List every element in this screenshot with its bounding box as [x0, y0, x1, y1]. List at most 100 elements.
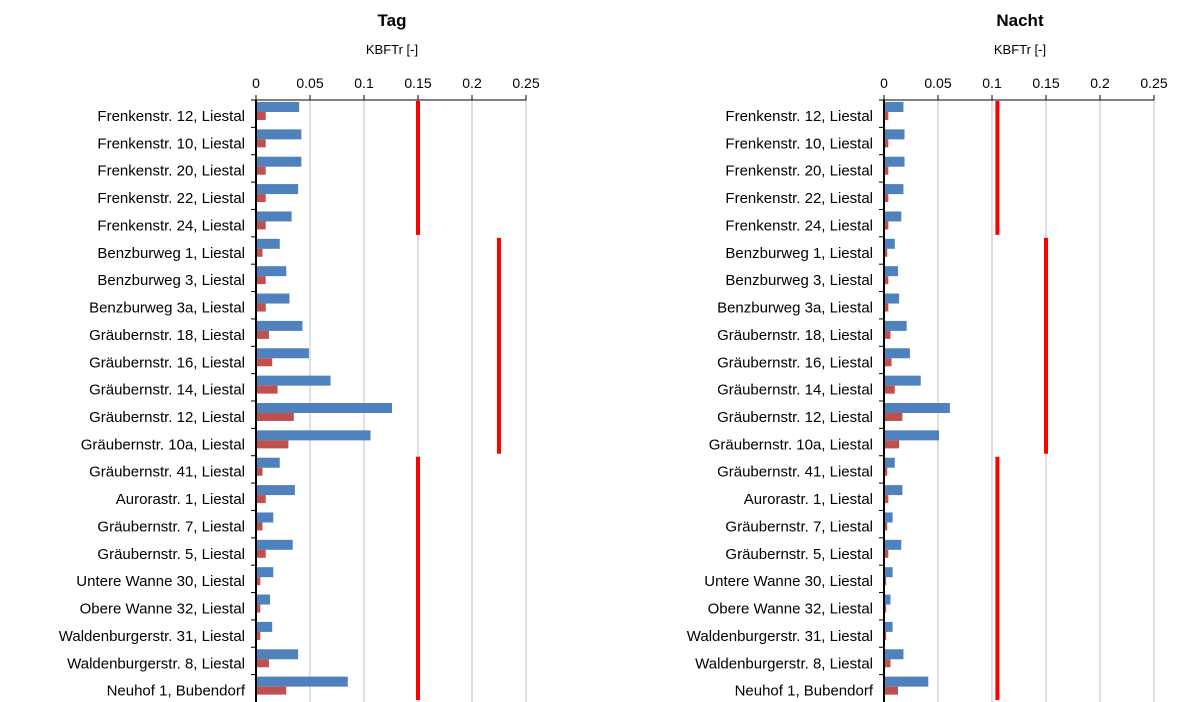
bar-series-a [884, 375, 921, 386]
category-label: Untere Wanne 30, Liestal [76, 573, 245, 590]
bar-series-a [884, 512, 893, 523]
bar-series-a [256, 266, 287, 277]
category-label: Gräubernstr. 10a, Liestal [81, 436, 245, 453]
bar-series-a [256, 457, 280, 468]
category-label: Gräubernstr. 12, Liestal [89, 409, 245, 426]
category-label: Gräubernstr. 41, Liestal [717, 464, 873, 481]
bar-series-a [884, 156, 905, 167]
category-label: Gräubernstr. 16, Liestal [717, 354, 873, 371]
x-tick-label: 0.25 [1140, 75, 1167, 91]
x-tick-label: 0.05 [296, 75, 323, 91]
category-label: Benzburweg 3a, Liestal [717, 300, 873, 317]
bar-series-b [884, 549, 889, 558]
category-label: Gräubernstr. 14, Liestal [89, 382, 245, 399]
bar-series-a [256, 594, 271, 605]
x-tick-label: 0.2 [462, 75, 482, 91]
category-label: Frenkenstr. 22, Liestal [97, 190, 245, 207]
chart-panel-tag: Tag KBFTr [-] 0 0.05 0.1 0.15 0.2 0.25 Frenken… [59, 11, 540, 702]
bar-series-b [884, 166, 889, 175]
category-label: Frenkenstr. 12, Liestal [97, 108, 245, 125]
bar-series-b [256, 686, 287, 695]
bar-series-a [884, 430, 940, 441]
bar-series-b [256, 604, 261, 613]
category-label: Gräubernstr. 5, Liestal [725, 546, 873, 563]
category-label: Gräubernstr. 41, Liestal [89, 464, 245, 481]
bar-series-b [256, 112, 266, 120]
bar-series-b [256, 194, 266, 203]
bar-series-b [256, 413, 294, 421]
bar-series-b [884, 413, 903, 421]
bar-series-a [884, 266, 899, 277]
x-tick-label: 0.25 [512, 75, 539, 91]
category-label: Frenkenstr. 10, Liestal [97, 135, 245, 152]
category-label: Waldenburgerstr. 31, Liestal [59, 628, 245, 645]
category-label: Frenkenstr. 12, Liestal [725, 108, 873, 125]
bar-series-a [884, 567, 893, 578]
bar-series-b [884, 522, 888, 531]
bar-series-b [884, 495, 889, 504]
bar-series-b [884, 303, 889, 312]
bar-series-a [256, 567, 274, 578]
bar-series-a [256, 211, 292, 222]
bar-series-a [256, 485, 295, 496]
category-label: Frenkenstr. 24, Liestal [725, 217, 873, 234]
category-label: Benzburweg 3a, Liestal [89, 300, 245, 317]
category-label: Gräubernstr. 5, Liestal [97, 546, 245, 563]
x-tick-label: 0 [252, 75, 260, 91]
bar-series-b [256, 358, 273, 367]
bar-series-b [884, 385, 895, 394]
category-label: Frenkenstr. 20, Liestal [725, 163, 873, 180]
bar-series-b [256, 139, 266, 148]
bar-series-a [256, 184, 299, 195]
category-label: Gräubernstr. 18, Liestal [89, 327, 245, 344]
category-label: Obere Wanne 32, Liestal [80, 601, 245, 618]
bar-series-a [256, 539, 293, 550]
category-label: Gräubernstr. 18, Liestal [717, 327, 873, 344]
bar-series-b [884, 330, 891, 339]
bar-series-b [884, 248, 888, 257]
bar-series-a [256, 320, 303, 331]
bar-series-b [256, 330, 269, 339]
category-label: Gräubernstr. 12, Liestal [717, 409, 873, 426]
bar-series-b [884, 358, 892, 367]
bar-series-b [884, 659, 891, 668]
chart-title-tag: Tag [378, 11, 407, 30]
bar-series-b [256, 221, 266, 230]
category-label: Aurorastr. 1, Liestal [744, 491, 873, 508]
bar-series-b [884, 631, 887, 640]
x-axis-label-nacht: KBFTr [-] [994, 42, 1046, 57]
category-label: Neuhof 1, Bubendorf [107, 683, 246, 700]
category-label: Gräubernstr. 14, Liestal [717, 382, 873, 399]
category-label: Neuhof 1, Bubendorf [735, 683, 874, 700]
category-label: Frenkenstr. 24, Liestal [97, 217, 245, 234]
x-tick-label: 0.15 [1032, 75, 1059, 91]
category-label: Gräubernstr. 16, Liestal [89, 354, 245, 371]
bar-series-a [884, 621, 893, 632]
bar-series-b [256, 248, 263, 257]
bar-series-a [256, 649, 299, 660]
category-label: Frenkenstr. 20, Liestal [97, 163, 245, 180]
bar-series-a [884, 348, 910, 359]
bar-series-a [884, 238, 895, 249]
bar-series-b [256, 577, 261, 586]
bar-series-a [256, 102, 300, 112]
bar-series-b [256, 522, 263, 531]
bar-series-a [884, 320, 907, 331]
x-tick-label: 0.1 [982, 75, 1002, 91]
bar-series-b [256, 303, 266, 312]
category-label: Benzburweg 3, Liestal [97, 272, 245, 289]
bar-series-a [884, 594, 891, 605]
bar-series-a [884, 102, 904, 112]
bar-series-a [256, 293, 290, 304]
bar-series-a [256, 676, 348, 687]
chart-panel-nacht: Nacht KBFTr [-] 0 0.05 0.1 0.15 0.2 0.25 Frenk… [687, 11, 1168, 702]
bar-series-b [256, 385, 278, 394]
category-label: Benzburweg 1, Liestal [725, 245, 873, 262]
bar-series-b [256, 467, 263, 476]
bar-series-a [256, 512, 274, 523]
category-label: Frenkenstr. 10, Liestal [725, 135, 873, 152]
category-label: Gräubernstr. 10a, Liestal [709, 436, 873, 453]
bar-series-a [884, 457, 895, 468]
x-tick-label: 0.2 [1090, 75, 1110, 91]
